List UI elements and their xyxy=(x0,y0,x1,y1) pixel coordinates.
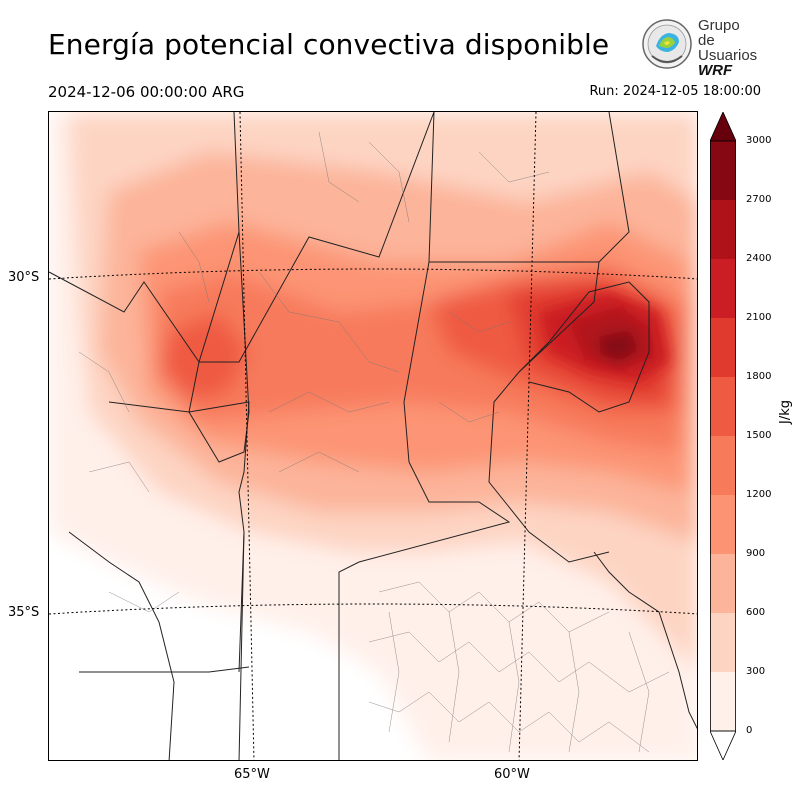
cape-field xyxy=(49,112,697,760)
logo-line-1: Grupo de xyxy=(698,17,740,49)
lat-label-30s: 30°S xyxy=(8,270,40,285)
colorbar-tick-label: 300 xyxy=(746,666,766,677)
logo-line-2: Usuarios xyxy=(698,47,758,64)
colorbar-tick-label: 2100 xyxy=(746,312,772,323)
colorbar-tick-label: 900 xyxy=(746,548,766,559)
colorbar-tick-label: 600 xyxy=(746,607,766,618)
globe-logo-icon xyxy=(642,19,692,69)
colorbar-bin xyxy=(710,141,736,200)
colorbar-extend-over xyxy=(710,112,736,142)
colorbar-tick-label: 1500 xyxy=(746,430,772,441)
coastline xyxy=(593,551,697,730)
colorbar-bin xyxy=(710,436,736,495)
colorbar-bin xyxy=(710,259,736,318)
province-boundaries xyxy=(49,112,650,760)
run-time: Run: 2024-12-05 18:00:00 xyxy=(589,84,761,99)
map-title: Energía potencial convectiva disponible xyxy=(48,28,610,61)
lon-label-65w: 65°W xyxy=(234,767,270,782)
colorbar-bin xyxy=(710,318,736,377)
colorbar-tick-label: 1800 xyxy=(746,371,772,382)
colorbar-tick-label: 2400 xyxy=(746,253,772,264)
colorbar-bin xyxy=(710,613,736,672)
grupo-usuarios-wrf-logo: Grupo de Usuarios WRF xyxy=(638,16,760,78)
graticule xyxy=(49,112,697,760)
colorbar-unit-label: J/kg xyxy=(778,400,793,424)
colorbar-tick-label: 0 xyxy=(746,725,753,736)
logo-line-3: WRF xyxy=(698,62,733,79)
cape-zone-2700-3000 xyxy=(599,330,639,362)
colorbar-bin xyxy=(710,672,736,731)
colorbar xyxy=(710,112,736,760)
lon-label-60w: 60°W xyxy=(494,767,530,782)
colorbar-bin xyxy=(710,495,736,554)
colorbar-bin xyxy=(710,377,736,436)
colorbar-extend-under xyxy=(710,730,736,760)
colorbar-tick-label: 1200 xyxy=(746,489,772,500)
colorbar-tick-label: 3000 xyxy=(746,135,772,146)
lat-label-35s: 35°S xyxy=(8,605,40,620)
colorbar-bin xyxy=(710,554,736,613)
department-boundaries xyxy=(78,131,670,753)
colorbar-bin xyxy=(710,200,736,259)
valid-time: 2024-12-06 00:00:00 ARG xyxy=(48,83,245,101)
colorbar-tick-label: 2700 xyxy=(746,194,772,205)
colorbar-frame xyxy=(710,140,736,732)
cape-map xyxy=(48,111,698,761)
